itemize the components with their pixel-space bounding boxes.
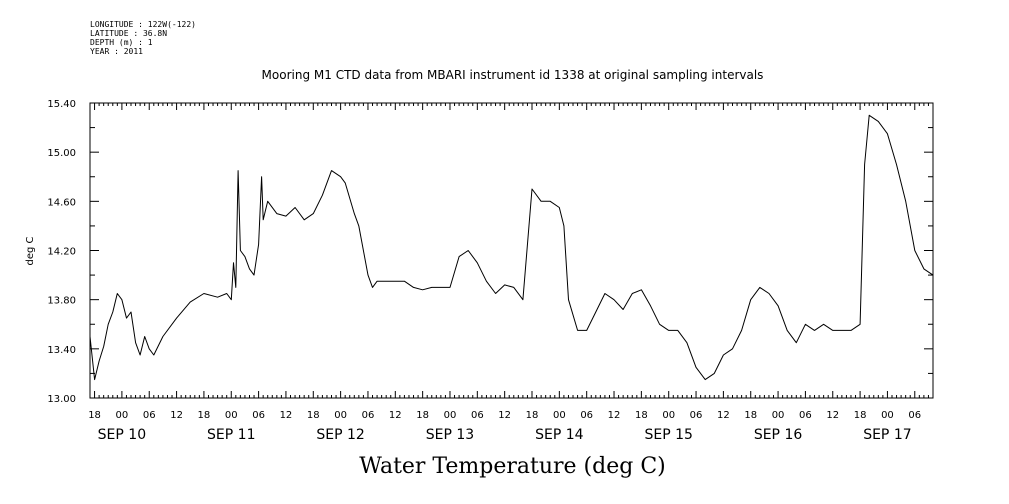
chart-subtitle-container: Mooring M1 CTD data from MBARI instrumen…: [0, 68, 1009, 82]
x-tick-label: 18: [854, 410, 867, 421]
y-tick-label: 14.60: [47, 197, 76, 208]
x-tick-label: 06: [799, 410, 812, 421]
x-tick-label: 18: [416, 410, 429, 421]
x-tick-label: 18: [88, 410, 101, 421]
x-date-label: SEP 13: [426, 427, 474, 443]
chart-subtitle: Mooring M1 CTD data from MBARI instrumen…: [261, 68, 764, 82]
x-tick-label: 06: [252, 410, 265, 421]
x-date-label: SEP 14: [535, 427, 584, 443]
x-tick-label: 06: [471, 410, 484, 421]
x-tick-label: 12: [717, 410, 730, 421]
x-tick-label: 00: [662, 410, 675, 421]
x-tick-label: 18: [526, 410, 539, 421]
x-tick-label: 00: [881, 410, 894, 421]
x-date-label: SEP 10: [98, 427, 146, 443]
x-tick-label: 00: [225, 410, 238, 421]
metadata-depth: DEPTH (m) : 1: [90, 38, 153, 47]
chart-title: Water Temperature (deg C): [359, 454, 666, 479]
x-tick-label: 12: [826, 410, 839, 421]
x-tick-label: 18: [744, 410, 757, 421]
x-tick-label: 12: [170, 410, 183, 421]
x-date-label: SEP 11: [207, 427, 255, 443]
y-axis: 13.00 13.40 13.80 14.20 14.60 15.00 15.40: [47, 99, 933, 405]
water-temperature-line: [89, 114, 934, 381]
x-tick-label: 12: [498, 410, 511, 421]
x-date-label: SEP 16: [754, 427, 803, 443]
x-tick-label: 00: [116, 410, 129, 421]
metadata-latitude: LATITUDE : 36.8N: [90, 29, 168, 38]
y-tick-label: 15.40: [47, 99, 76, 110]
metadata-year: YEAR : 2011: [90, 47, 143, 56]
x-tick-label: 06: [908, 410, 921, 421]
x-axis: 18 00 06 12 18 00 06 12 18 00 06 12 18 00 06 12 18 00 06 12…: [88, 103, 934, 443]
x-tick-label: 12: [608, 410, 621, 421]
x-date-label: SEP 17: [863, 427, 911, 443]
y-axis-label: deg C: [25, 236, 36, 265]
plot-frame: [89, 102, 934, 399]
x-tick-label: 18: [635, 410, 648, 421]
x-tick-label: 00: [553, 410, 566, 421]
y-tick-label: 13.00: [47, 394, 76, 405]
metadata-block: LONGITUDE : 122W(-122) LATITUDE : 36.8N …: [90, 20, 196, 56]
plot-border: [89, 102, 934, 399]
x-tick-label: 06: [143, 410, 156, 421]
y-tick-label: 14.20: [47, 247, 76, 258]
chart-title-container: Water Temperature (deg C): [0, 454, 1009, 479]
x-tick-label: 12: [389, 410, 402, 421]
x-tick-label: 18: [198, 410, 211, 421]
x-tick-label: 00: [334, 410, 347, 421]
x-tick-label: 00: [444, 410, 457, 421]
x-tick-label: 06: [362, 410, 375, 421]
x-tick-label: 06: [690, 410, 703, 421]
y-tick-label: 13.40: [47, 345, 76, 356]
x-date-label: SEP 12: [316, 427, 364, 443]
y-tick-label: 13.80: [47, 296, 76, 307]
series-group: [89, 114, 934, 381]
y-tick-label: 15.00: [47, 148, 76, 159]
x-tick-label: 18: [307, 410, 320, 421]
x-tick-label: 06: [580, 410, 593, 421]
x-tick-label: 12: [280, 410, 293, 421]
metadata-longitude: LONGITUDE : 122W(-122): [90, 20, 196, 29]
x-tick-label: 00: [772, 410, 785, 421]
x-date-label: SEP 15: [644, 427, 692, 443]
